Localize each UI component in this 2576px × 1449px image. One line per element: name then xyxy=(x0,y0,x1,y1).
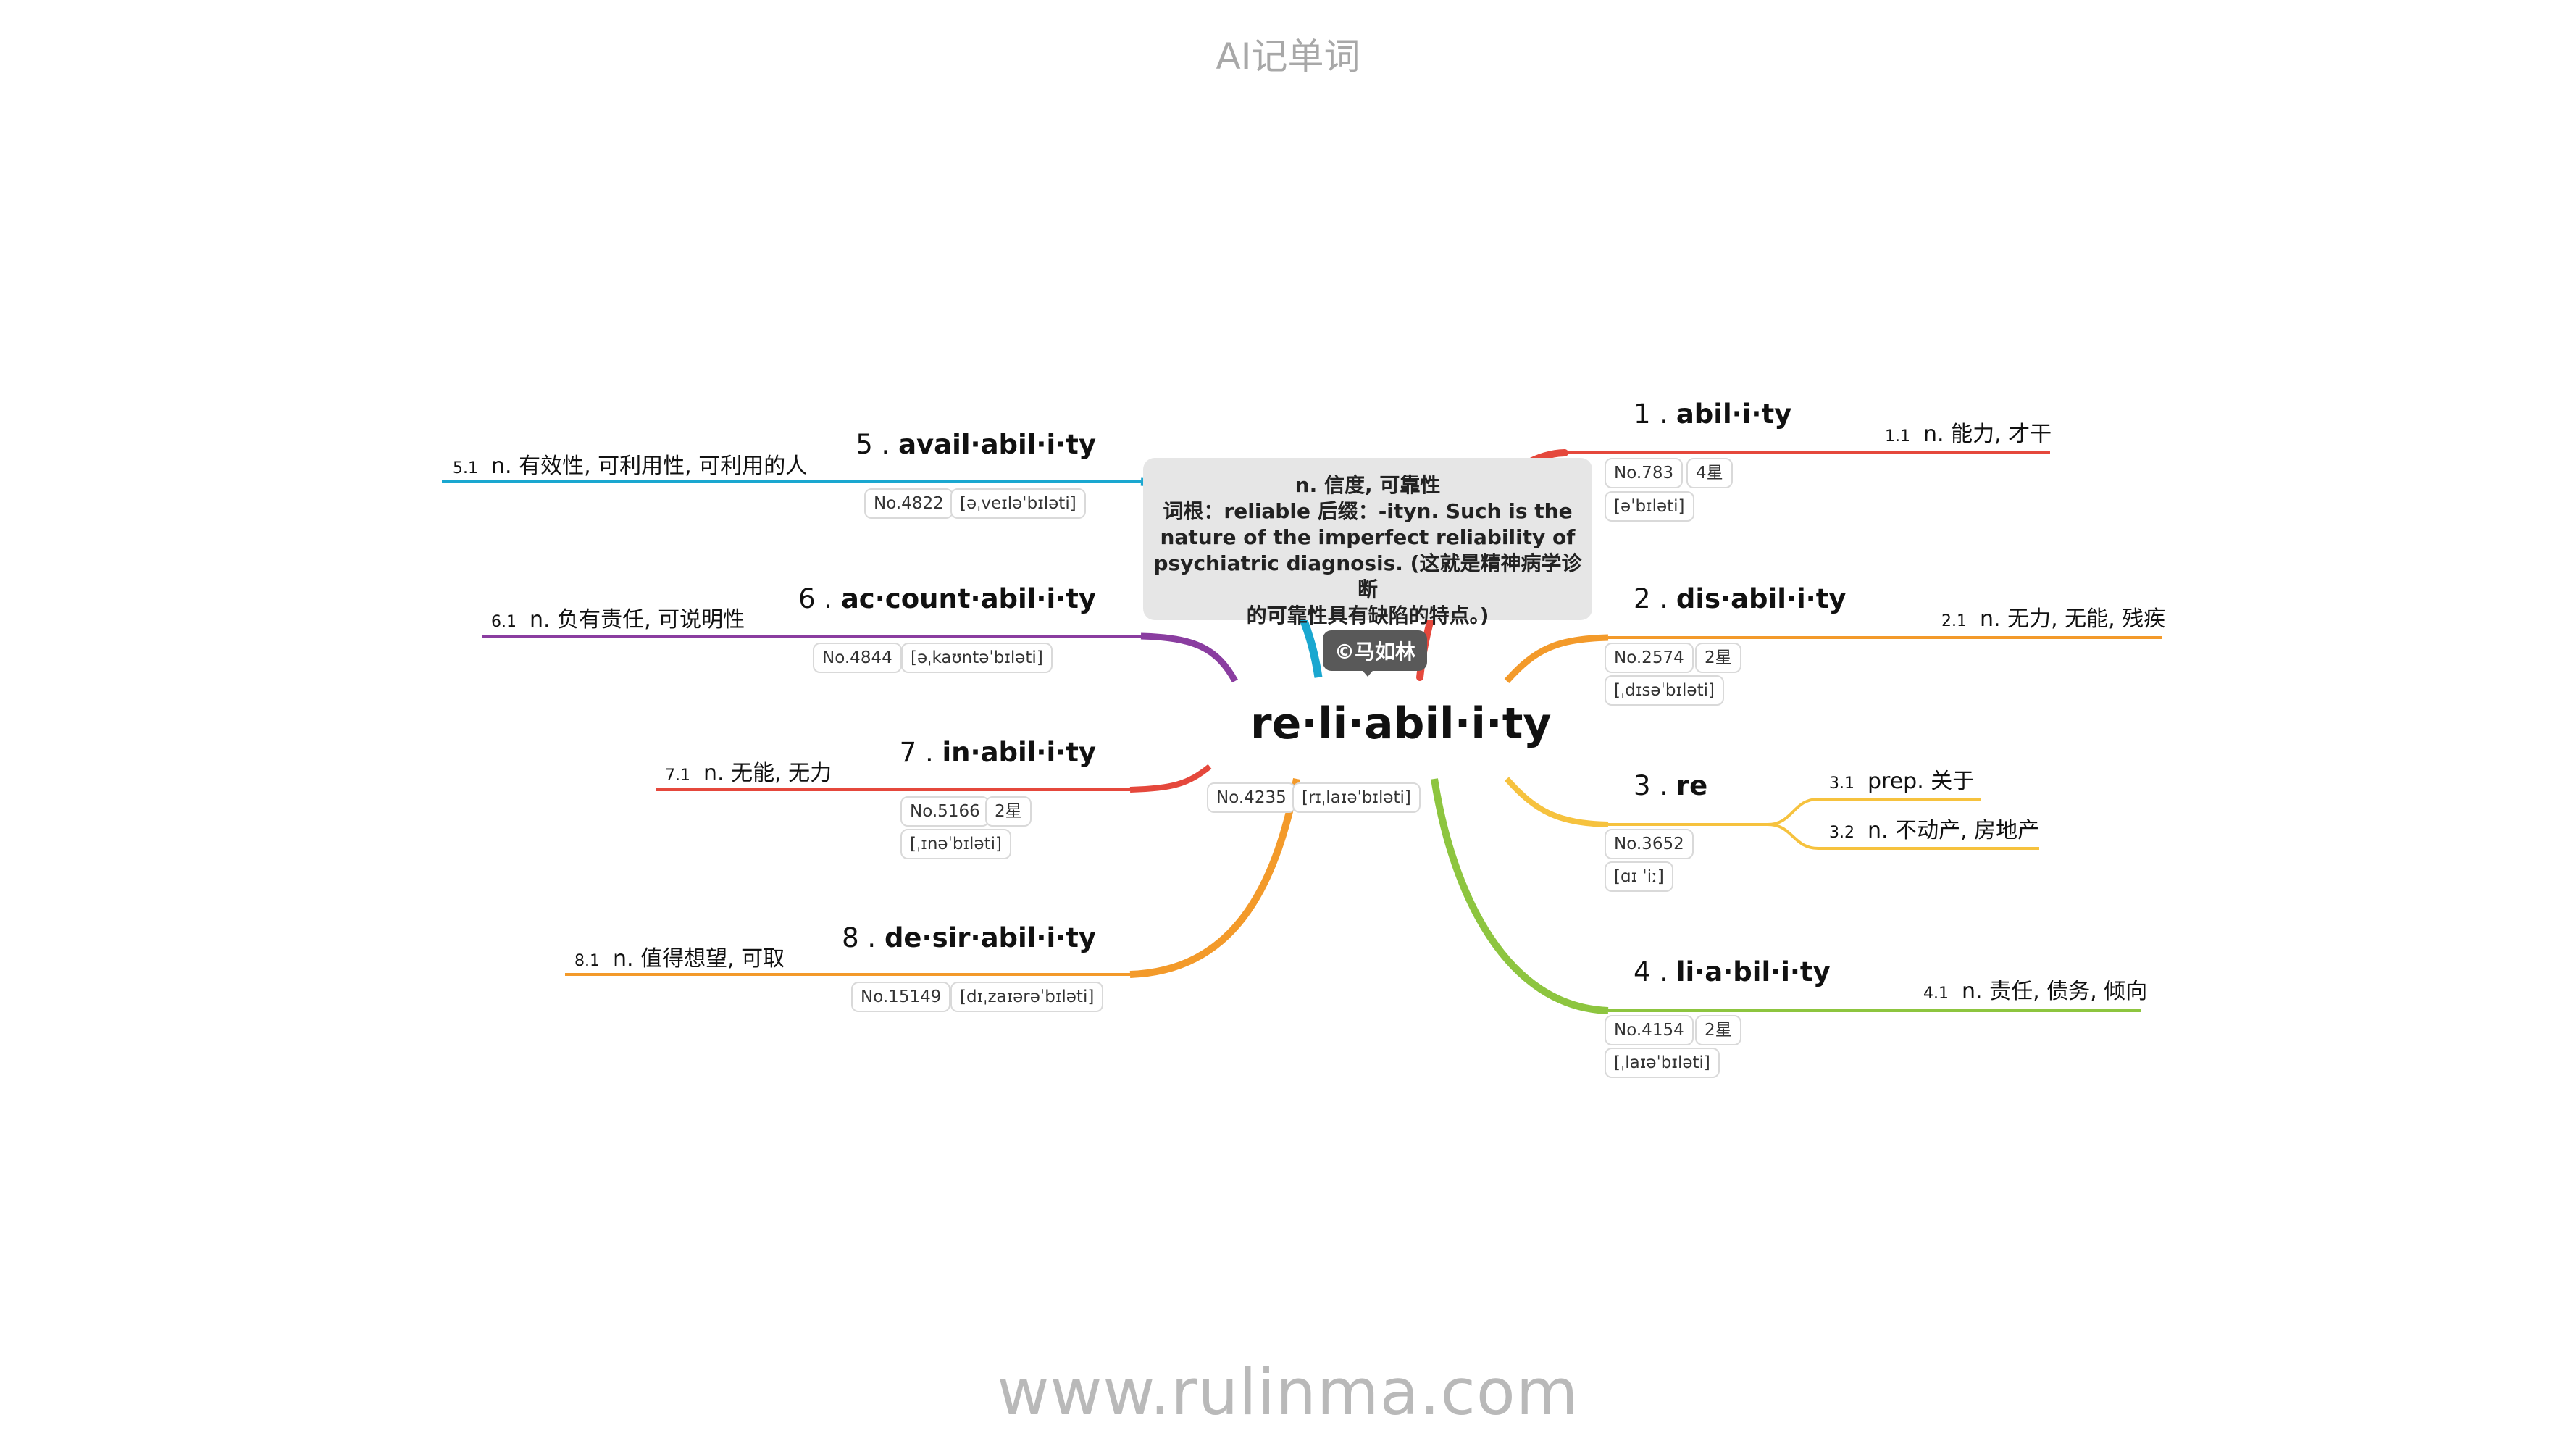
branch-6-def-1: 6.1 n. 负有责任, 可说明性 xyxy=(491,601,745,633)
definition-callout: n. 信度, 可靠性 词根：reliable 后缀：-ityn. Such is… xyxy=(1143,458,1592,627)
callout-line: nature of the imperfect reliability of xyxy=(1160,525,1576,549)
branch-7-def-1: 7.1 n. 无能, 无力 xyxy=(665,755,832,787)
branch-6-line xyxy=(1140,632,1238,683)
branch-8-number-tag: No.15149 xyxy=(851,982,951,1012)
branch-3-def-2: 3.2 n. 不动产, 房地产 xyxy=(1829,812,2039,844)
author-badge-pointer xyxy=(1359,667,1376,677)
center-phonetic-tag: [rɪˌlaɪəˈbɪləti] xyxy=(1292,782,1421,813)
def-number: 3.1 xyxy=(1829,774,1854,793)
branch-6-phonetic-tag: [əˌkaʊntəˈbɪləti] xyxy=(901,643,1053,673)
branch-5-number: 5 . xyxy=(856,429,890,460)
callout-line: 词根：reliable 后缀：-ityn. Such is the xyxy=(1163,499,1573,523)
branch-5-label: avail·abil·i·ty xyxy=(898,429,1096,460)
branch-3-number-tag: No.3652 xyxy=(1605,829,1694,859)
def-number: 4.1 xyxy=(1923,985,1949,1003)
page-title: AI记单词 xyxy=(1216,36,1360,78)
branch-2-line xyxy=(1504,634,1609,683)
def-text: n. 有效性, 可利用性, 可利用的人 xyxy=(491,454,808,479)
branch-5-word[interactable]: 5 . avail·abil·i·ty xyxy=(856,429,1096,460)
branch-4-number-tag: No.4154 xyxy=(1605,1015,1694,1045)
def-number: 8.1 xyxy=(574,952,600,970)
def-number: 5.1 xyxy=(453,459,478,477)
branch-1-number: 1 . xyxy=(1634,398,1668,430)
def-number: 3.2 xyxy=(1829,824,1854,842)
branch-7-number: 7 . xyxy=(899,737,934,768)
def-text: n. 值得想望, 可取 xyxy=(613,946,785,972)
def-number: 7.1 xyxy=(665,767,690,785)
branch-6-number: 6 . xyxy=(798,583,833,614)
def-number: 2.1 xyxy=(1941,612,1967,630)
callout-line: 的可靠性具有缺陷的特点。) xyxy=(1246,604,1489,627)
callout-line: n. 信度, 可靠性 xyxy=(1295,473,1441,497)
branch-3-phonetic-tag: [ɑɪ ˈiː] xyxy=(1605,861,1673,892)
def-text: prep. 关于 xyxy=(1868,769,1975,794)
branch-3-def-1: 3.1 prep. 关于 xyxy=(1829,763,1974,795)
branch-6-number-tag: No.4844 xyxy=(813,643,902,673)
branch-2-word[interactable]: 2 . dis·abil·i·ty xyxy=(1634,583,1847,614)
def-text: n. 无力, 无能, 残疾 xyxy=(1980,606,2166,632)
branch-3-label: re xyxy=(1676,770,1708,801)
branch-4-label: li·a·bil·i·ty xyxy=(1676,956,1831,987)
branch-1-def-1: 1.1 n. 能力, 才干 xyxy=(1885,416,2052,448)
branch-7-number-tag: No.5166 xyxy=(900,796,990,827)
branch-5-def-1: 5.1 n. 有效性, 可利用性, 可利用的人 xyxy=(453,448,807,480)
branch-4-line xyxy=(1431,778,1609,1014)
center-word[interactable]: re·li·abil·i·ty xyxy=(1250,698,1552,749)
branch-4-stars-tag: 2星 xyxy=(1695,1015,1741,1045)
branch-5-phonetic-tag: [əˌveɪləˈbɪləti] xyxy=(950,488,1086,519)
footer-url: www.rulinma.com xyxy=(997,1355,1579,1429)
branch-1-label: abil·i·ty xyxy=(1676,398,1792,430)
branch-8-number: 8 . xyxy=(842,922,877,953)
branch-8-label: de·sir·abil·i·ty xyxy=(884,922,1096,953)
branch-8-word[interactable]: 8 . de·sir·abil·i·ty xyxy=(842,922,1096,953)
branch-4-def-1: 4.1 n. 责任, 债务, 倾向 xyxy=(1923,973,2147,1005)
branch-8-def-1: 8.1 n. 值得想望, 可取 xyxy=(574,940,785,972)
branch-6-label: ac·count·abil·i·ty xyxy=(840,583,1096,614)
branch-1-stars-tag: 4星 xyxy=(1686,458,1733,488)
branch-2-def-1: 2.1 n. 无力, 无能, 残疾 xyxy=(1941,601,2165,632)
branch-3-number: 3 . xyxy=(1634,770,1668,801)
def-text: n. 不动产, 房地产 xyxy=(1868,818,2040,843)
branch-7-stars-tag: 2星 xyxy=(985,796,1032,827)
def-number: 6.1 xyxy=(491,613,517,631)
branch-5-number-tag: No.4822 xyxy=(864,488,953,519)
def-text: n. 责任, 债务, 倾向 xyxy=(1962,979,2148,1004)
branch-4-word[interactable]: 4 . li·a·bil·i·ty xyxy=(1634,956,1831,987)
branch-3-fork-b xyxy=(1767,823,2039,850)
branch-7-label: in·abil·i·ty xyxy=(942,737,1097,768)
branch-2-stars-tag: 2星 xyxy=(1695,643,1741,673)
callout-line: psychiatric diagnosis. (这就是精神病学诊断 xyxy=(1153,551,1582,601)
branch-1-number-tag: No.783 xyxy=(1605,458,1684,488)
branch-6-word[interactable]: 6 . ac·count·abil·i·ty xyxy=(798,583,1096,614)
branch-2-number-tag: No.2574 xyxy=(1605,643,1694,673)
branch-2-number: 2 . xyxy=(1634,583,1668,614)
branch-2-label: dis·abil·i·ty xyxy=(1676,583,1847,614)
branch-8-line xyxy=(1129,778,1300,978)
def-text: n. 能力, 才干 xyxy=(1923,422,2052,447)
branch-2-phonetic-tag: [ˌdɪsəˈbɪləti] xyxy=(1605,675,1724,706)
center-number-tag: No.4235 xyxy=(1207,782,1296,813)
branch-4-phonetic-tag: [ˌlaɪəˈbɪləti] xyxy=(1605,1048,1720,1078)
def-number: 1.1 xyxy=(1885,427,1910,446)
def-text: n. 负有责任, 可说明性 xyxy=(530,607,745,632)
branch-3-fork-a xyxy=(1767,798,1981,826)
branch-4-number: 4 . xyxy=(1634,956,1668,987)
branch-1-word[interactable]: 1 . abil·i·ty xyxy=(1634,398,1791,430)
def-text: n. 无能, 无力 xyxy=(703,761,832,786)
branch-7-word[interactable]: 7 . in·abil·i·ty xyxy=(900,737,1096,768)
branch-3-line xyxy=(1505,777,1609,827)
branch-3-word[interactable]: 3 . re xyxy=(1634,770,1707,801)
author-badge: ©马如林 xyxy=(1323,630,1428,671)
branch-7-line xyxy=(1129,764,1212,793)
branch-8-phonetic-tag: [dɪˌzaɪərəˈbɪləti] xyxy=(950,982,1104,1012)
branch-1-phonetic-tag: [əˈbɪləti] xyxy=(1605,491,1694,522)
branch-7-phonetic-tag: [ˌɪnəˈbɪləti] xyxy=(900,829,1011,859)
